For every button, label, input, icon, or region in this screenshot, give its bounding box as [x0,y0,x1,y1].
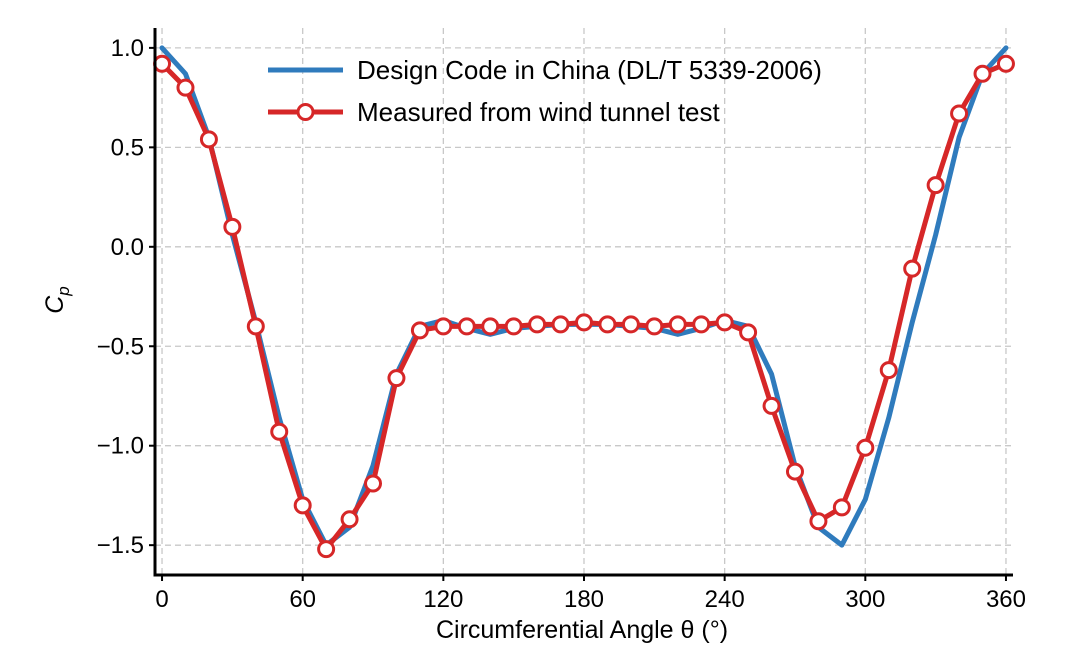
data-point-measured [176,78,195,97]
data-point-measured [996,54,1015,73]
legend-label-measured: Measured from wind tunnel test [357,97,721,127]
data-point-measured [410,321,429,340]
data-point-measured [457,317,476,336]
y-tick-label: 0.0 [111,234,144,261]
data-point-measured [293,496,312,515]
x-tick-label: 360 [986,586,1026,613]
x-tick-label: 0 [155,586,168,613]
data-point-measured [903,259,922,278]
data-point-measured [879,361,898,380]
data-point-measured [246,317,265,336]
x-tick-label: 300 [845,586,885,613]
y-axis-title: Cp [41,286,73,314]
data-point-measured [785,462,804,481]
legend-marker-measured [296,103,315,121]
data-point-measured [715,313,734,332]
data-point-measured [739,323,758,342]
y-tick-label: −1.5 [97,532,144,559]
data-point-measured [950,104,969,123]
data-point-measured [575,313,593,332]
data-point-measured [317,540,336,559]
data-point-measured [340,510,359,529]
data-point-measured [504,317,523,336]
y-axis-title-subscript: p [54,286,73,296]
data-point-measured [364,474,383,493]
data-point-measured [668,315,687,334]
y-tick-label: 0.5 [111,134,144,161]
data-point-measured [856,438,875,457]
data-point-measured [387,369,406,388]
x-axis-title: Circumferential Angle θ (°) [436,616,728,644]
data-point-measured [434,317,453,336]
data-point-measured [199,130,218,149]
data-point-measured [692,315,711,334]
y-tick-label: −0.5 [97,333,144,360]
data-point-measured [762,396,781,415]
data-point-measured [153,54,172,73]
data-point-measured [551,315,570,334]
data-point-measured [270,422,289,441]
y-tick-label: −1.0 [97,433,144,460]
series-layer [153,45,1015,559]
y-tick-label: 1.0 [111,35,144,62]
data-point-measured [809,512,828,531]
y-axis-title-main: C [41,295,69,314]
data-point-measured [528,315,547,334]
data-point-measured [926,176,945,195]
series-line-measured [159,61,1009,552]
data-point-measured [481,317,500,336]
legend-label-design-code: Design Code in China (DL/T 5339-2006) [357,55,822,85]
ticks: 0 60 120 180 240 300 360 1.0 0.5 0.0 −0.5 −1.0 −1.5 [97,35,1026,613]
x-tick-label: 180 [564,586,604,613]
x-tick-label: 240 [705,586,745,613]
data-point-measured [621,315,640,334]
data-point-measured [598,315,617,334]
data-point-measured [223,217,242,236]
data-point-measured [832,498,851,517]
x-tick-label: 120 [423,586,463,613]
legend: Design Code in China (DL/T 5339-2006) Me… [268,55,822,127]
data-point-measured [645,317,664,336]
data-point-measured [973,64,992,83]
x-tick-label: 60 [289,586,316,613]
